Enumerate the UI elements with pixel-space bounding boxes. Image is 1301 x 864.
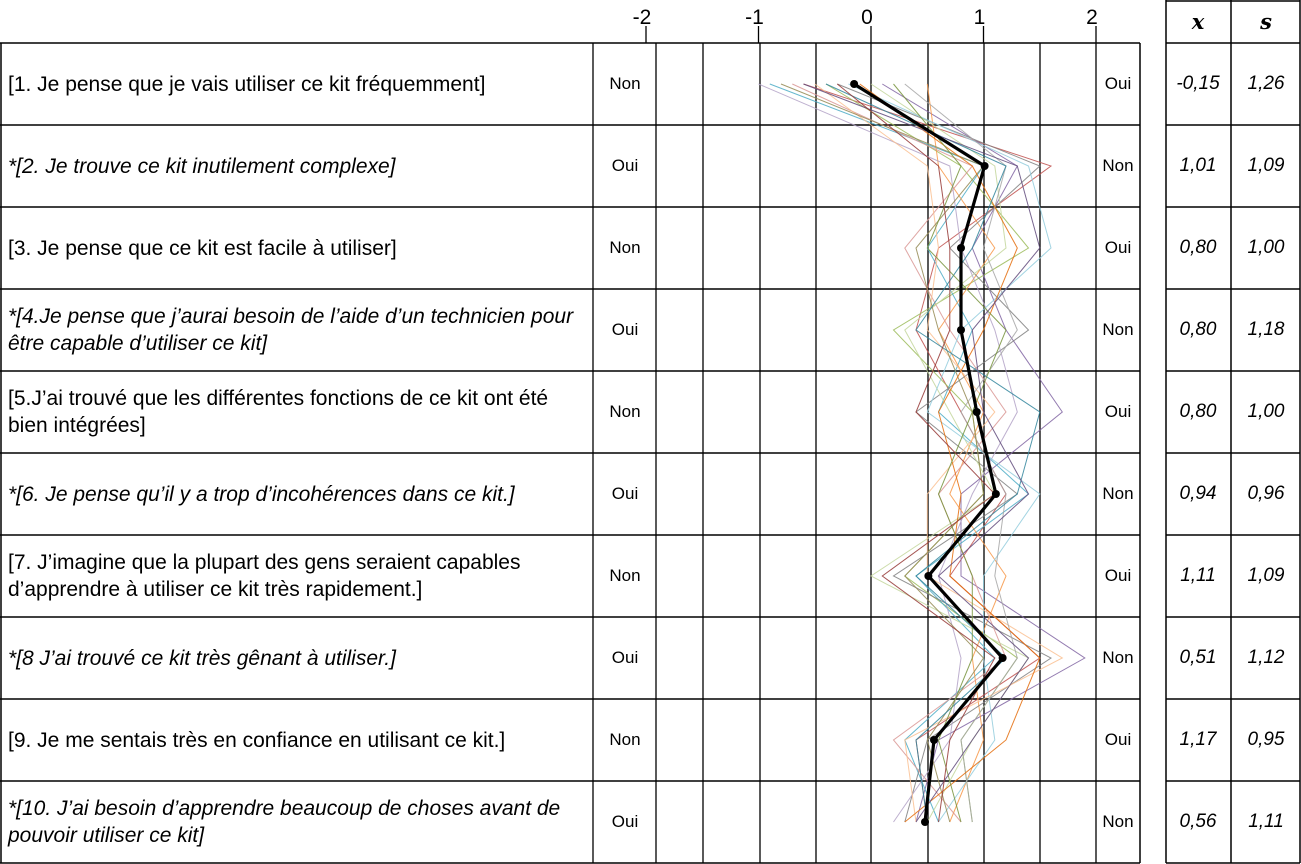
right-anchor-label: Non	[1102, 320, 1134, 339]
respondent-line	[825, 83, 1041, 823]
sd-value: 1,09	[1247, 565, 1285, 586]
mean-value: 1,17	[1179, 729, 1217, 750]
question-row: [1. Je pense que je vais utiliser ce kit…	[0, 43, 1301, 125]
question-text-cell: [3. Je pense que ce kit est facile à uti…	[0, 207, 593, 289]
mean-value: 0,51	[1179, 647, 1217, 668]
mean-point	[972, 408, 981, 416]
question-text: [9. Je me sentais très en confiance en u…	[8, 728, 506, 752]
question-row: [7. J’imagine que la plupart des gens se…	[0, 535, 1301, 617]
mean-column-header: x	[1191, 9, 1205, 34]
x-tick-label: 2	[1086, 6, 1098, 29]
sd-value: 1,00	[1247, 401, 1285, 422]
question-text-cell: [5.J’ai trouvé que les différentes fonct…	[0, 371, 593, 453]
right-anchor-label: Oui	[1104, 238, 1132, 257]
question-row: *[2. Je trouve ce kit inutilement comple…	[0, 125, 1301, 207]
mean-point	[957, 326, 965, 334]
left-anchor-label: Non	[609, 238, 641, 257]
mean-value: 0,80	[1179, 401, 1217, 422]
right-anchor-label: Non	[1102, 484, 1134, 503]
question-text: [1. Je pense que je vais utiliser ce kit…	[8, 72, 486, 96]
right-anchor-label: Oui	[1104, 74, 1132, 93]
question-text: [3. Je pense que ce kit est facile à uti…	[8, 236, 397, 260]
respondent-line	[814, 83, 1064, 823]
left-anchor-label: Oui	[611, 320, 639, 339]
sd-value: 1,26	[1247, 73, 1285, 94]
right-anchor-label: Non	[1102, 812, 1134, 831]
mean-value: 0,94	[1179, 483, 1217, 504]
left-anchor-label: Non	[609, 566, 641, 585]
x-tick-label: -1	[745, 6, 764, 29]
right-anchor-label: Non	[1102, 156, 1134, 175]
mean-value: 0,80	[1179, 237, 1217, 258]
sd-value: 1,18	[1247, 319, 1285, 340]
question-text-cell: *[6. Je pense qu’il y a trop d’incohéren…	[0, 453, 593, 535]
question-row: *[8 J’ai trouvé ce kit très gênant à uti…	[0, 617, 1301, 699]
respondent-line	[836, 83, 996, 823]
respondent-line	[803, 83, 1041, 823]
question-text: *[10. J’ai besoin d’apprendre beaucoup d…	[8, 797, 561, 847]
right-anchor-label: Oui	[1104, 730, 1132, 749]
left-anchor-label: Non	[609, 730, 641, 749]
mean-line	[853, 82, 1005, 823]
mean-value: 1,01	[1179, 155, 1217, 176]
sd-value: 1,00	[1247, 237, 1285, 258]
question-text: [5.J’ai trouvé que les différentes fonct…	[8, 387, 549, 437]
mean-point	[991, 490, 1000, 498]
mean-value: 0,80	[1179, 319, 1217, 340]
question-row: [5.J’ai trouvé que les différentes fonct…	[0, 371, 1301, 453]
question-text-cell: *[4.Je pense que j’aurai besoin de l’aid…	[0, 289, 593, 371]
x-tick-label: -2	[632, 6, 652, 29]
question-row: *[4.Je pense que j’aurai besoin de l’aid…	[0, 289, 1301, 371]
mean-point	[930, 736, 938, 744]
x-tick-label: 0	[861, 6, 873, 29]
question-text-cell: *[2. Je trouve ce kit inutilement comple…	[0, 125, 593, 207]
question-text-cell: *[10. J’ai besoin d’apprendre beaucoup d…	[0, 781, 593, 863]
question-row: [3. Je pense que ce kit est facile à uti…	[0, 207, 1301, 289]
mean-point	[850, 80, 859, 88]
right-anchor-label: Oui	[1104, 566, 1132, 585]
question-text: *[6. Je pense qu’il y a trop d’incohéren…	[8, 482, 515, 506]
x-tick-label: 1	[973, 6, 986, 29]
respondent-line	[859, 83, 1041, 823]
sd-value: 0,95	[1247, 729, 1285, 750]
left-anchor-label: Non	[609, 402, 641, 421]
question-row: *[10. J’ai besoin d’apprendre beaucoup d…	[0, 781, 1301, 863]
left-anchor-label: Oui	[611, 812, 639, 831]
question-text: *[8 J’ai trouvé ce kit très gênant à uti…	[8, 646, 396, 670]
right-anchor-label: Oui	[1104, 402, 1132, 421]
sd-value: 1,11	[1248, 811, 1284, 832]
sd-value: 1,09	[1247, 155, 1285, 176]
question-text-cell: *[8 J’ai trouvé ce kit très gênant à uti…	[0, 617, 593, 699]
mean-point	[957, 244, 965, 252]
mean-value: 1,11	[1180, 565, 1216, 586]
left-anchor-label: Oui	[611, 648, 639, 667]
left-anchor-label: Non	[609, 74, 641, 93]
sd-column-header: s	[1260, 9, 1272, 34]
mean-point	[924, 572, 933, 580]
question-text: [7. J’imagine que la plupart des gens se…	[8, 551, 521, 601]
mean-point	[980, 162, 989, 170]
question-text-cell: [7. J’imagine que la plupart des gens se…	[0, 535, 593, 617]
question-text: *[4.Je pense que j’aurai besoin de l’aid…	[8, 305, 574, 355]
question-text-cell: [9. Je me sentais très en confiance en u…	[0, 699, 593, 781]
left-anchor-label: Oui	[611, 484, 639, 503]
mean-point	[998, 654, 1007, 662]
question-row: *[6. Je pense qu’il y a trop d’incohéren…	[0, 453, 1301, 535]
question-text: *[2. Je trouve ce kit inutilement comple…	[8, 154, 396, 178]
mean-value: 0,56	[1179, 811, 1217, 832]
mean-point	[921, 818, 929, 826]
question-row: [9. Je me sentais très en confiance en u…	[0, 699, 1301, 781]
sd-value: 0,96	[1247, 483, 1285, 504]
question-text-cell: [1. Je pense que je vais utiliser ce kit…	[0, 43, 593, 125]
sd-value: 1,12	[1247, 647, 1285, 668]
mean-value: -0,15	[1176, 73, 1220, 94]
right-anchor-label: Non	[1102, 648, 1134, 667]
left-anchor-label: Oui	[611, 156, 639, 175]
